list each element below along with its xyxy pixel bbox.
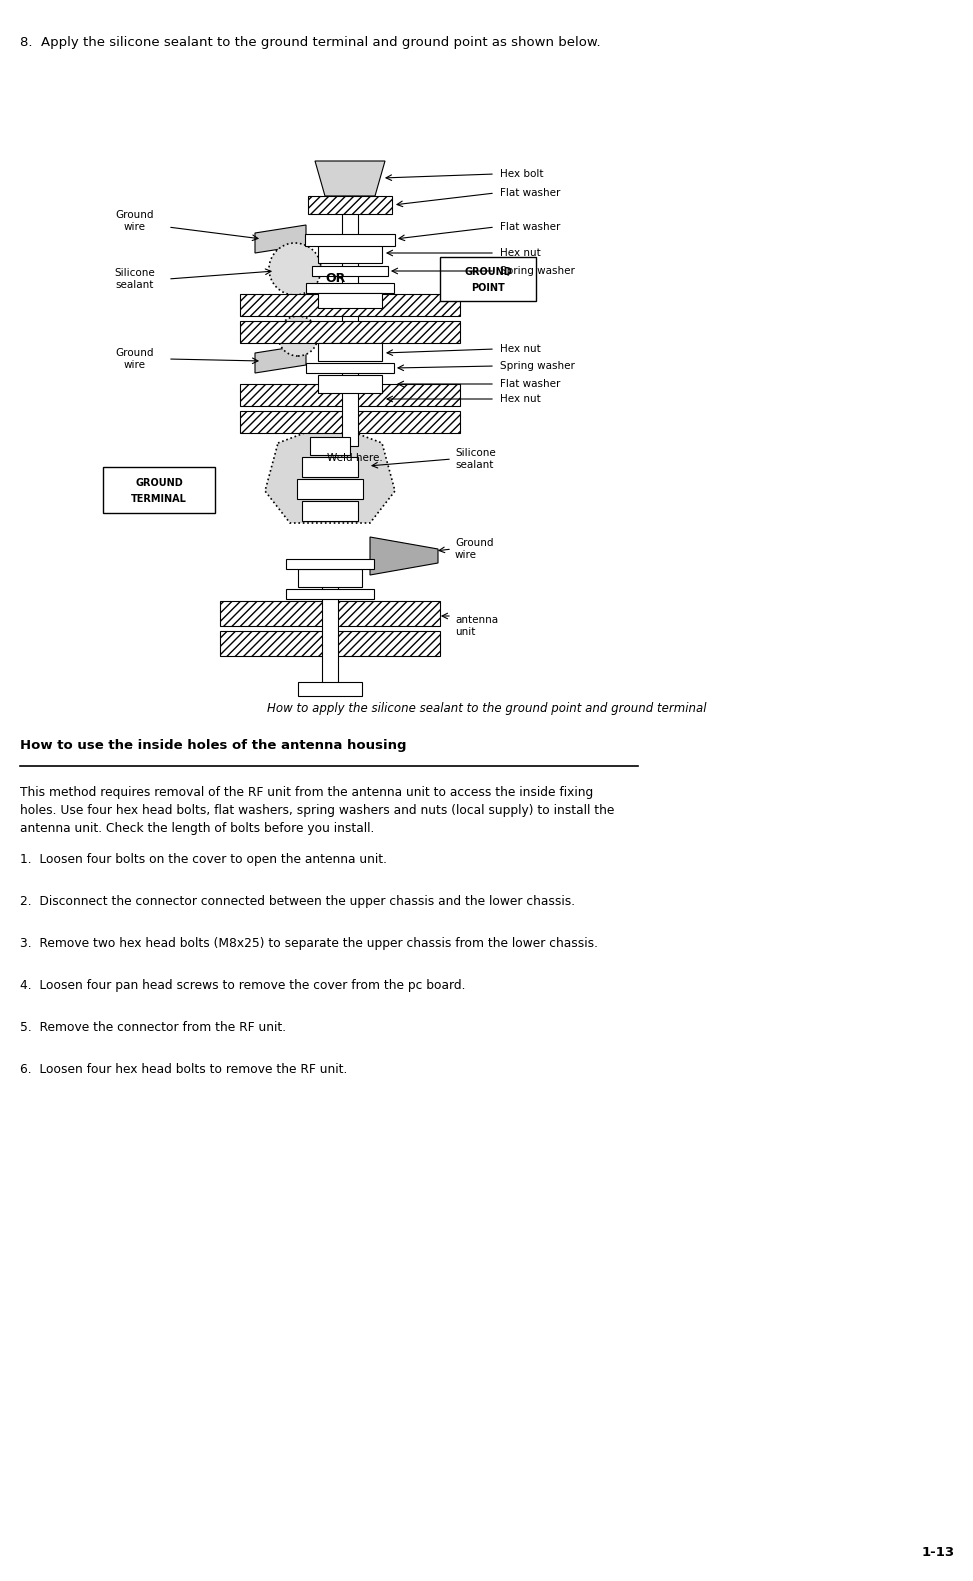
Text: Ground
wire: Ground wire bbox=[116, 210, 155, 232]
Text: Ground
wire: Ground wire bbox=[455, 538, 493, 560]
Text: 1.  Loosen four bolts on the cover to open the antenna unit.: 1. Loosen four bolts on the cover to ope… bbox=[20, 854, 387, 866]
Bar bbox=[240, 384, 460, 406]
Polygon shape bbox=[315, 161, 385, 196]
Bar bbox=[297, 479, 363, 500]
Text: Hex nut: Hex nut bbox=[500, 345, 541, 354]
Text: How to apply the silicone sealant to the ground point and ground terminal: How to apply the silicone sealant to the… bbox=[267, 702, 706, 716]
Text: Silicone
sealant: Silicone sealant bbox=[455, 447, 496, 470]
Text: GROUND: GROUND bbox=[135, 477, 183, 489]
Bar bbox=[318, 343, 382, 360]
Text: Flat washer: Flat washer bbox=[500, 379, 560, 389]
Text: Silicone
sealant: Silicone sealant bbox=[115, 269, 156, 289]
Polygon shape bbox=[265, 428, 395, 523]
Text: 8.  Apply the silicone sealant to the ground terminal and ground point as shown : 8. Apply the silicone sealant to the gro… bbox=[20, 36, 600, 49]
Text: Hex bolt: Hex bolt bbox=[500, 169, 544, 179]
Text: Flat washer: Flat washer bbox=[500, 221, 560, 232]
Text: 3.  Remove two hex head bolts (M8x25) to separate the upper chassis from the low: 3. Remove two hex head bolts (M8x25) to … bbox=[20, 938, 598, 950]
Text: 5.  Remove the connector from the RF unit.: 5. Remove the connector from the RF unit… bbox=[20, 1021, 286, 1034]
Text: This method requires removal of the RF unit from the antenna unit to access the : This method requires removal of the RF u… bbox=[20, 786, 614, 835]
Text: POINT: POINT bbox=[471, 283, 505, 292]
Bar bbox=[342, 196, 358, 356]
Bar bbox=[286, 560, 374, 569]
Text: 4.  Loosen four pan head screws to remove the cover from the pc board.: 4. Loosen four pan head screws to remove… bbox=[20, 979, 465, 991]
Bar bbox=[298, 681, 362, 696]
Bar bbox=[220, 631, 440, 656]
Polygon shape bbox=[255, 225, 306, 253]
Text: Spring washer: Spring washer bbox=[500, 360, 575, 372]
Bar bbox=[342, 365, 358, 446]
Bar bbox=[310, 436, 350, 455]
Bar bbox=[312, 266, 388, 277]
Bar bbox=[240, 321, 460, 343]
Text: Weld here.: Weld here. bbox=[327, 454, 382, 463]
Bar bbox=[308, 196, 392, 213]
Bar bbox=[318, 375, 382, 394]
Bar bbox=[240, 411, 460, 433]
Bar bbox=[318, 243, 382, 262]
Bar bbox=[306, 364, 394, 373]
Text: 1-13: 1-13 bbox=[921, 1546, 955, 1559]
Text: 6.  Loosen four hex head bolts to remove the RF unit.: 6. Loosen four hex head bolts to remove … bbox=[20, 1062, 347, 1077]
Bar bbox=[302, 501, 358, 522]
Circle shape bbox=[278, 316, 318, 356]
Text: 2.  Disconnect the connector connected between the upper chassis and the lower c: 2. Disconnect the connector connected be… bbox=[20, 895, 575, 907]
Text: Ground
wire: Ground wire bbox=[116, 348, 155, 370]
FancyBboxPatch shape bbox=[440, 258, 536, 300]
Bar bbox=[322, 587, 338, 686]
Bar bbox=[318, 292, 382, 308]
Polygon shape bbox=[255, 345, 306, 373]
Text: Spring washer: Spring washer bbox=[500, 266, 575, 277]
Bar bbox=[286, 590, 374, 599]
Text: Hex nut: Hex nut bbox=[500, 394, 541, 405]
Polygon shape bbox=[370, 538, 438, 575]
Text: OR: OR bbox=[325, 272, 345, 286]
Bar bbox=[240, 294, 460, 316]
Text: GROUND: GROUND bbox=[464, 267, 512, 277]
Bar bbox=[298, 569, 362, 587]
Text: TERMINAL: TERMINAL bbox=[131, 493, 187, 504]
Bar bbox=[302, 457, 358, 477]
Circle shape bbox=[269, 243, 321, 296]
Text: Flat washer: Flat washer bbox=[500, 188, 560, 198]
FancyBboxPatch shape bbox=[103, 466, 215, 512]
Bar bbox=[220, 601, 440, 626]
Text: Hex nut: Hex nut bbox=[500, 248, 541, 258]
Bar bbox=[306, 283, 394, 292]
Text: How to use the inside holes of the antenna housing: How to use the inside holes of the anten… bbox=[20, 740, 407, 753]
Bar bbox=[305, 234, 395, 247]
Text: antenna
unit: antenna unit bbox=[455, 615, 498, 637]
